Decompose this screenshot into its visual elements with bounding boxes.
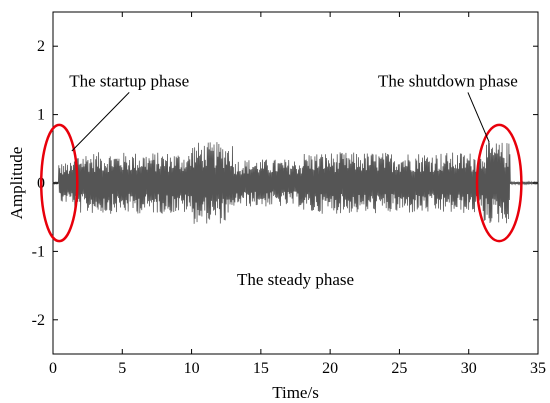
annotation-startup: The startup phase: [69, 71, 189, 90]
x-tick-label: 35: [530, 360, 546, 377]
y-tick-label: -2: [32, 312, 45, 329]
signal-series: [52, 142, 539, 224]
leader-line-shutdown: [467, 92, 490, 143]
y-tick-label: -1: [32, 243, 45, 260]
x-tick-label: 30: [461, 360, 477, 377]
leader-line-startup: [71, 92, 130, 152]
y-axis-label: Amplitude: [7, 147, 26, 220]
highlight-ellipse-2: [475, 123, 523, 243]
x-axis-label: Time/s: [272, 383, 319, 402]
signal-line: [52, 142, 539, 224]
x-tick-label: 25: [391, 360, 407, 377]
annotation-steady: The steady phase: [237, 270, 354, 289]
highlight-ellipse-1: [39, 123, 79, 243]
highlight-ellipses: [39, 123, 523, 243]
x-axis: 0 5 10 15 20 25 30 35: [49, 12, 546, 377]
annotation-shutdown: The shutdown phase: [378, 71, 518, 90]
x-tick-label: 15: [253, 360, 269, 377]
x-tick-label: 20: [322, 360, 338, 377]
x-tick-label: 5: [118, 360, 126, 377]
x-tick-label: 10: [184, 360, 200, 377]
y-tick-label: 1: [37, 107, 45, 124]
annotations: The startup phase The shutdown phase The s…: [69, 71, 518, 288]
y-tick-label: 2: [37, 38, 45, 55]
x-tick-label: 0: [49, 360, 57, 377]
